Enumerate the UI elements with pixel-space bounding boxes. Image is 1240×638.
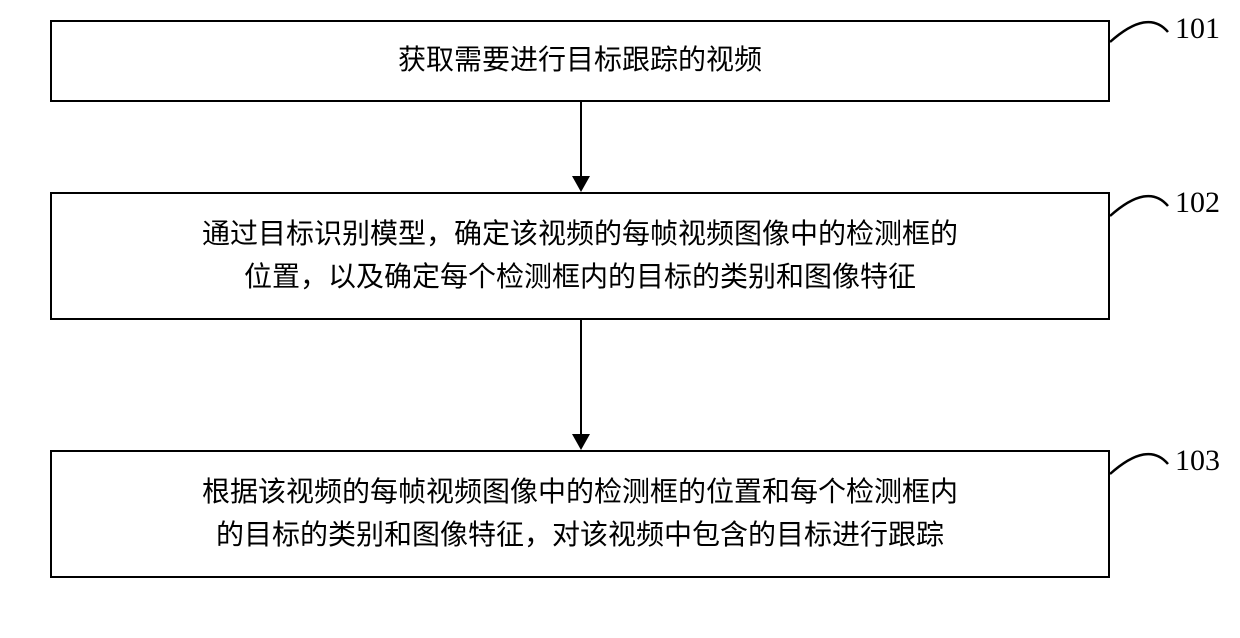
arrow-line-2	[580, 320, 582, 434]
connector-curve-101	[1100, 0, 1180, 60]
arrow-head-1	[572, 176, 590, 192]
step-text-103: 根据该视频的每帧视频图像中的检测框的位置和每个检测框内 的目标的类别和图像特征，…	[202, 471, 958, 558]
step-box-102: 通过目标识别模型，确定该视频的每帧视频图像中的检测框的 位置，以及确定每个检测框…	[50, 192, 1110, 320]
step-label-103: 103	[1175, 444, 1220, 478]
arrow-head-2	[572, 434, 590, 450]
step-label-101: 101	[1175, 12, 1220, 46]
step-text-102: 通过目标识别模型，确定该视频的每帧视频图像中的检测框的 位置，以及确定每个检测框…	[202, 213, 958, 300]
step-box-101: 获取需要进行目标跟踪的视频	[50, 20, 1110, 102]
step-box-103: 根据该视频的每帧视频图像中的检测框的位置和每个检测框内 的目标的类别和图像特征，…	[50, 450, 1110, 578]
step-text-101: 获取需要进行目标跟踪的视频	[398, 39, 762, 82]
step-label-102: 102	[1175, 186, 1220, 220]
flowchart-canvas: 获取需要进行目标跟踪的视频 101 通过目标识别模型，确定该视频的每帧视频图像中…	[0, 0, 1240, 638]
arrow-line-1	[580, 102, 582, 176]
connector-curve-102	[1100, 174, 1180, 234]
connector-curve-103	[1100, 432, 1180, 492]
